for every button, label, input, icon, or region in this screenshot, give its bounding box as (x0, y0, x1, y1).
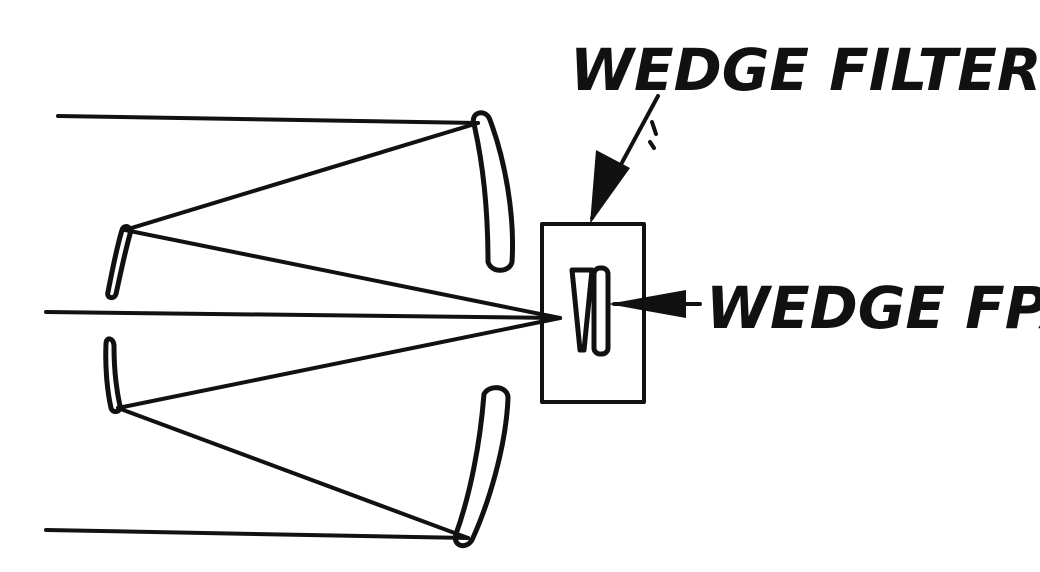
incoming-ray-middle (44, 310, 562, 320)
speck-mark (648, 120, 658, 150)
wedge-filter-arrowhead (590, 150, 630, 224)
reflected-rays (116, 121, 562, 540)
incoming-ray-top (56, 114, 480, 125)
wedge-filter-label: WEDGE FILTER (570, 36, 1040, 104)
wedge-fpa-label: WEDGE FPA (706, 274, 1040, 342)
ray-secondary-top-to-focus (123, 228, 562, 320)
detector-housing (540, 222, 646, 404)
incoming-ray-bottom (44, 528, 470, 540)
ray-primary-top-to-secondary-top (123, 121, 480, 232)
secondary-mirror-top (105, 224, 133, 301)
wedge-fpa-arrowhead (608, 290, 686, 318)
primary-mirror-bottom (452, 385, 511, 549)
primary-mirror-top (470, 110, 515, 273)
wedge-fpa-arrow (608, 290, 702, 318)
ray-secondary-bottom-to-focus (116, 316, 562, 410)
ray-primary-bottom-to-secondary-bottom (116, 406, 470, 540)
wedge-fpa-element (591, 265, 611, 357)
secondary-mirror-bottom (103, 336, 123, 415)
wedge-filter-element (569, 267, 595, 353)
wedge-filter-arrow (590, 94, 660, 224)
incoming-rays (44, 114, 562, 540)
